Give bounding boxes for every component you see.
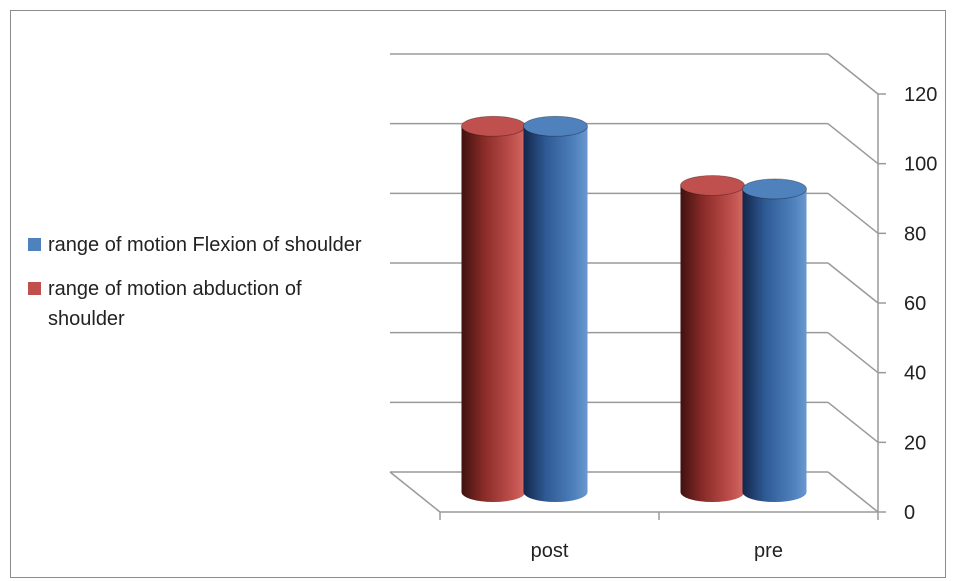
legend-swatch-1 — [28, 238, 41, 251]
bar-body — [742, 188, 807, 502]
legend-swatch-0 — [28, 282, 41, 295]
bar-body — [680, 185, 745, 502]
bar-post-series-1 — [523, 115, 588, 502]
y-tick-label-100: 100 — [904, 154, 937, 176]
bar-top — [461, 115, 526, 137]
y-tick-label-40: 40 — [904, 363, 926, 385]
bar-top — [523, 115, 588, 137]
legend-label-0: range of motion abduction of shoulder — [48, 278, 302, 330]
bar-body — [523, 126, 588, 502]
floor-left-edge — [389, 471, 441, 513]
legend-label-1: range of motion Flexion of shoulder — [48, 234, 362, 256]
bar-pre-series-1 — [742, 178, 807, 502]
y-tick-label-80: 80 — [904, 223, 926, 245]
y-tick-label-60: 60 — [904, 293, 926, 315]
legend: range of motion Flexion of shoulder range… — [28, 230, 368, 348]
x-tick-label-pre: pre — [754, 540, 783, 562]
bar-post-series-0 — [461, 115, 526, 502]
bar-top — [742, 178, 807, 200]
gridline-side-100 — [827, 123, 879, 165]
legend-item-0: range of motion abduction of shoulder — [28, 274, 368, 334]
bar-body — [461, 126, 526, 502]
gridline-side-60 — [827, 262, 879, 304]
gridline-side-0 — [827, 471, 879, 513]
y-tick-label-0: 0 — [904, 502, 915, 524]
gridline-side-20 — [827, 401, 879, 443]
y-tick-label-20: 20 — [904, 432, 926, 454]
legend-item-1: range of motion Flexion of shoulder — [28, 230, 368, 260]
gridline-side-40 — [827, 332, 879, 374]
x-tick-label-post: post — [531, 540, 569, 562]
y-tick-label-120: 120 — [904, 84, 937, 106]
gridline-side-120 — [827, 53, 879, 95]
gridline-side-80 — [827, 192, 879, 234]
bar-pre-series-0 — [680, 175, 745, 502]
bar-top — [680, 175, 745, 196]
